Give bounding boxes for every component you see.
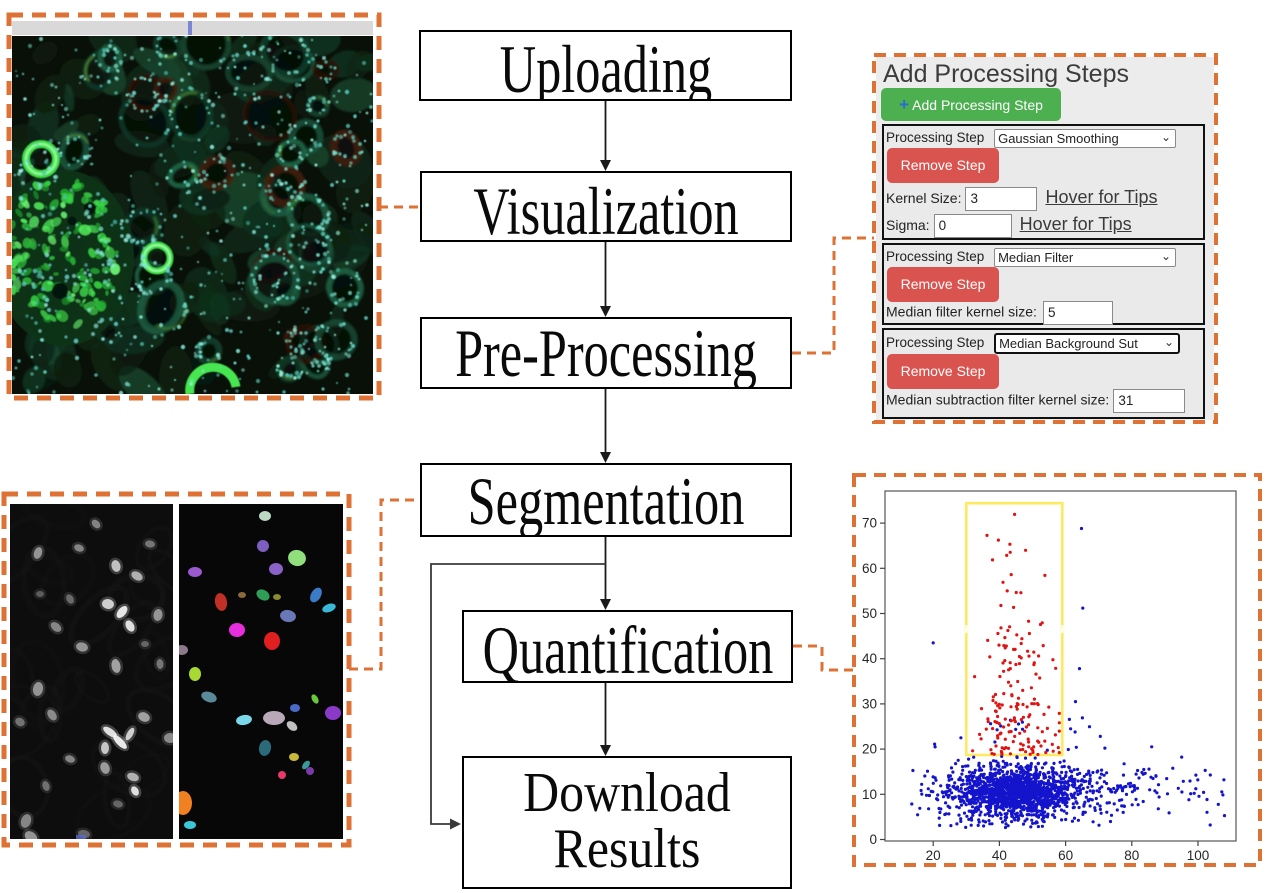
svg-text:10: 10 <box>862 787 877 802</box>
svg-text:60: 60 <box>862 561 877 576</box>
svg-text:20: 20 <box>862 742 877 757</box>
svg-text:70: 70 <box>862 516 877 531</box>
svg-text:60: 60 <box>1058 848 1073 863</box>
svg-text:20: 20 <box>926 848 941 863</box>
svg-text:30: 30 <box>862 696 877 711</box>
svg-text:80: 80 <box>1124 848 1139 863</box>
svg-text:100: 100 <box>1187 848 1210 863</box>
svg-text:40: 40 <box>992 848 1007 863</box>
svg-text:50: 50 <box>862 606 877 621</box>
svg-text:40: 40 <box>862 651 877 666</box>
svg-text:0: 0 <box>869 832 877 847</box>
